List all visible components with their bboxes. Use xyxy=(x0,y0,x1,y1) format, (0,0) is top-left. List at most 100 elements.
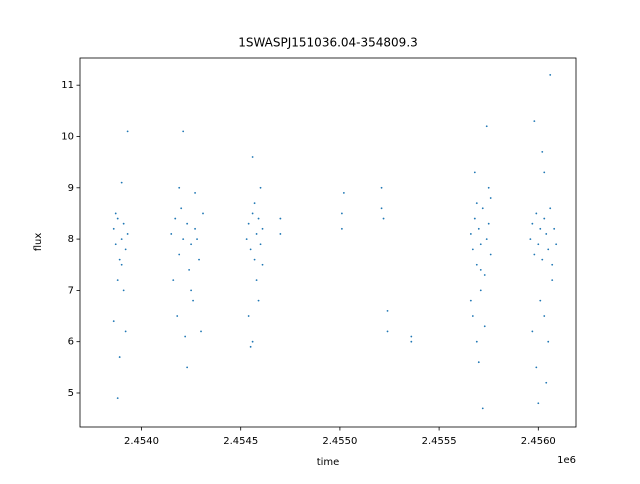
point xyxy=(188,268,191,271)
point xyxy=(479,289,482,292)
point xyxy=(251,156,254,158)
point xyxy=(479,243,482,246)
y-tick-label: 10 xyxy=(61,131,74,142)
point xyxy=(118,356,121,358)
point xyxy=(481,407,484,410)
x-axis-label: time xyxy=(317,457,340,468)
point xyxy=(487,222,490,225)
point xyxy=(126,233,129,235)
point xyxy=(192,299,194,302)
point xyxy=(180,207,183,210)
point xyxy=(543,171,546,174)
point xyxy=(545,233,548,235)
point xyxy=(122,222,125,225)
point xyxy=(176,315,179,317)
point xyxy=(543,217,546,220)
x-offset-label: 1e6 xyxy=(557,455,576,466)
point xyxy=(553,227,556,230)
point xyxy=(475,263,478,266)
point xyxy=(251,340,254,343)
point xyxy=(186,222,189,225)
point xyxy=(190,289,193,292)
point xyxy=(170,233,173,235)
point xyxy=(116,279,119,282)
point xyxy=(174,217,177,220)
point xyxy=(251,212,254,215)
point xyxy=(533,253,536,256)
point xyxy=(178,253,181,256)
point xyxy=(172,279,175,282)
point xyxy=(481,207,484,210)
point xyxy=(485,125,488,128)
point xyxy=(386,330,389,333)
point xyxy=(489,197,492,199)
point xyxy=(200,330,202,333)
point xyxy=(475,340,478,343)
point xyxy=(112,320,115,323)
point xyxy=(473,217,476,220)
point xyxy=(194,227,196,230)
point xyxy=(116,397,119,400)
point xyxy=(485,238,488,240)
point xyxy=(190,243,193,246)
point xyxy=(116,217,119,220)
point xyxy=(342,192,345,194)
point xyxy=(551,279,554,282)
point xyxy=(473,171,476,174)
point xyxy=(120,238,123,240)
point xyxy=(340,227,343,230)
point xyxy=(469,233,472,235)
point xyxy=(340,212,343,215)
point xyxy=(380,186,383,189)
point xyxy=(537,243,540,246)
y-tick-label: 9 xyxy=(68,183,74,194)
point xyxy=(279,217,282,220)
point xyxy=(535,366,538,369)
point xyxy=(477,227,480,230)
point xyxy=(475,202,478,205)
point xyxy=(114,243,117,246)
point xyxy=(555,243,558,246)
point xyxy=(489,253,492,256)
point xyxy=(120,263,123,266)
point xyxy=(249,345,252,348)
x-tick-label: 2.4550 xyxy=(322,436,357,447)
point xyxy=(529,238,532,240)
point xyxy=(279,233,282,235)
point xyxy=(479,268,482,271)
point xyxy=(124,330,127,333)
point xyxy=(255,279,258,282)
point xyxy=(253,202,256,205)
point xyxy=(471,315,474,317)
point xyxy=(194,192,196,194)
x-tick-label: 2.4545 xyxy=(223,436,258,447)
point xyxy=(257,217,260,220)
y-tick-label: 6 xyxy=(68,337,74,348)
y-tick-label: 5 xyxy=(68,388,74,399)
x-tick-label: 2.4560 xyxy=(521,436,556,447)
point xyxy=(533,120,536,122)
point xyxy=(531,222,534,225)
point xyxy=(249,248,252,251)
point xyxy=(541,258,544,261)
x-tick-label: 2.4540 xyxy=(124,436,159,447)
y-tick-label: 11 xyxy=(61,80,74,91)
point xyxy=(410,340,413,343)
point xyxy=(182,238,185,240)
point xyxy=(178,186,181,189)
point xyxy=(257,299,260,302)
point xyxy=(539,227,542,230)
point xyxy=(537,402,540,405)
point xyxy=(120,181,123,184)
point xyxy=(547,248,550,251)
point xyxy=(255,233,258,235)
point xyxy=(247,222,250,225)
point xyxy=(549,74,552,76)
point xyxy=(410,335,413,338)
point xyxy=(469,299,472,302)
point xyxy=(545,381,548,384)
point xyxy=(261,227,264,230)
point xyxy=(253,258,256,261)
point xyxy=(380,207,383,210)
